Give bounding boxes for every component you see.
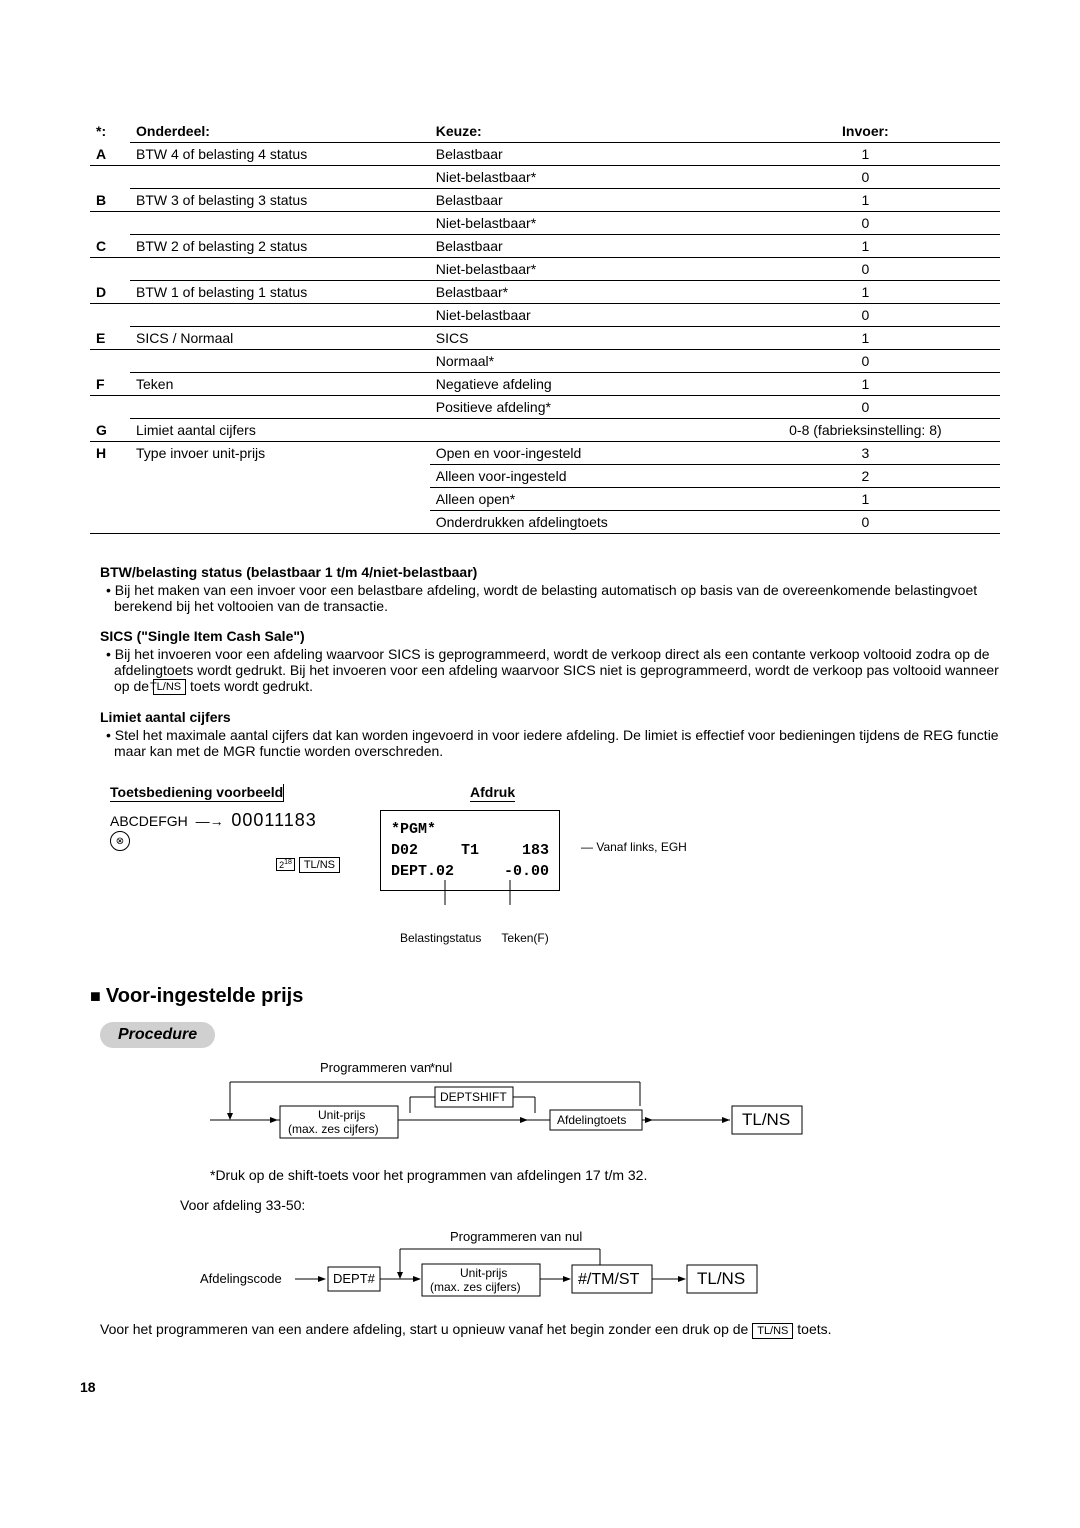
notes-section: BTW/belasting status (belastbaar 1 t/m 4… xyxy=(100,564,1000,759)
voor-afdeling-label: Voor afdeling 33-50: xyxy=(180,1197,1000,1213)
row-keuze: Belastbaar xyxy=(430,143,731,166)
note1-title: BTW/belasting status (belastbaar 1 t/m 4… xyxy=(100,564,1000,580)
row-letter: F xyxy=(90,373,130,396)
annot-teken: Teken(F) xyxy=(501,931,548,945)
svg-text:Afdelingtoets: Afdelingtoets xyxy=(557,1113,626,1127)
receipt-l3b: -0.00 xyxy=(504,861,549,882)
row-onderdeel: BTW 1 of belasting 1 status xyxy=(130,281,430,304)
col-keuze: Keuze: xyxy=(430,120,731,143)
row-invoer: 1 xyxy=(731,488,1000,511)
row-keuze: Belastbaar* xyxy=(430,281,731,304)
settings-table: *: Onderdeel: Keuze: Invoer: A BTW 4 of … xyxy=(90,120,1000,534)
row-invoer: 1 xyxy=(731,373,1000,396)
receipt-l2c: 183 xyxy=(522,840,549,861)
svg-text:DEPT#: DEPT# xyxy=(333,1271,376,1286)
receipt-l3a: DEPT.02 xyxy=(391,861,454,882)
row-invoer: 0 xyxy=(731,396,1000,419)
row-invoer: 0 xyxy=(731,511,1000,534)
flow1-svg: Programmeren van nul * DEPTSHIFT Unit-pr… xyxy=(100,1058,820,1153)
svg-text:Unit-prijs: Unit-prijs xyxy=(318,1108,365,1122)
final-note: Voor het programmeren van een andere afd… xyxy=(100,1321,1000,1338)
svg-text:(max. zes cijfers): (max. zes cijfers) xyxy=(430,1280,521,1294)
row-invoer: 1 xyxy=(731,235,1000,258)
tlns-key: TL/NS xyxy=(153,679,186,695)
row-invoer: 0 xyxy=(731,350,1000,373)
shift-note: *Druk op de shift-toets voor het program… xyxy=(210,1167,1000,1183)
svg-text:Afdelingscode: Afdelingscode xyxy=(200,1271,282,1286)
row-keuze: Belastbaar xyxy=(430,235,731,258)
row-invoer: 1 xyxy=(731,281,1000,304)
row-keuze: Open en voor-ingesteld xyxy=(430,442,731,465)
page-number: 18 xyxy=(80,1379,1000,1395)
row-invoer: 0 xyxy=(731,258,1000,281)
row-onderdeel: BTW 2 of belasting 2 status xyxy=(130,235,430,258)
col-invoer: Invoer: xyxy=(731,120,1000,143)
row-invoer: 1 xyxy=(731,143,1000,166)
annot-right: — Vanaf links, EGH xyxy=(581,839,687,856)
flow-diagram-2: Programmeren van nul Afdelingscode DEPT#… xyxy=(100,1227,1000,1307)
svg-text:TL/NS: TL/NS xyxy=(742,1110,790,1129)
example-letters: ABCDEFGH xyxy=(110,813,188,829)
row-onderdeel: BTW 3 of belasting 3 status xyxy=(130,189,430,212)
svg-text:#/TM/ST: #/TM/ST xyxy=(578,1271,640,1288)
row-letter: C xyxy=(90,235,130,258)
flow-diagram-1: Programmeren van nul * DEPTSHIFT Unit-pr… xyxy=(100,1058,1000,1153)
row-invoer: 0 xyxy=(731,166,1000,189)
note3-title: Limiet aantal cijfers xyxy=(100,709,1000,725)
row-keuze: Negatieve afdeling xyxy=(430,373,731,396)
row-letter: A xyxy=(90,143,130,166)
example-num: 00011183 xyxy=(231,810,316,830)
row-keuze: Niet-belastbaar* xyxy=(430,212,731,235)
row-invoer: 0 xyxy=(731,304,1000,327)
row-keuze: Normaal* xyxy=(430,350,731,373)
section-voor-ingestelde: Voor-ingestelde prijs xyxy=(90,985,1000,1008)
procedure-pill: Procedure xyxy=(100,1022,215,1048)
key-2: 218 xyxy=(276,858,295,871)
svg-text:DEPTSHIFT: DEPTSHIFT xyxy=(440,1090,507,1104)
row-keuze: Belastbaar xyxy=(430,189,731,212)
example-head1: Toetsbediening voorbeeld xyxy=(110,784,284,802)
row-keuze: Niet-belastbaar* xyxy=(430,258,731,281)
row-onderdeel: BTW 4 of belasting 4 status xyxy=(130,143,430,166)
row-keuze: Alleen open* xyxy=(430,488,731,511)
row-invoer: 1 xyxy=(731,327,1000,350)
note2-body: • Bij het invoeren voor een afdeling waa… xyxy=(114,646,1000,695)
row-letter: D xyxy=(90,281,130,304)
receipt-l1: *PGM* xyxy=(391,819,549,840)
col-onderdeel: Onderdeel: xyxy=(130,120,430,143)
row-keuze: Positieve afdeling* xyxy=(430,396,731,419)
row-letter: B xyxy=(90,189,130,212)
svg-text:Programmeren van nul: Programmeren van nul xyxy=(450,1229,582,1244)
svg-text:TL/NS: TL/NS xyxy=(697,1269,745,1288)
row-invoer: 0 xyxy=(731,212,1000,235)
note3-body: • Stel het maximale aantal cijfers dat k… xyxy=(114,727,1000,759)
row-invoer: 3 xyxy=(731,442,1000,465)
annot-belasting: Belastingstatus xyxy=(400,931,481,945)
receipt-l2a: D02 xyxy=(391,840,418,861)
key-tlns: TL/NS xyxy=(299,857,340,873)
row-keuze: Alleen voor-ingesteld xyxy=(430,465,731,488)
row-keuze: SICS xyxy=(430,327,731,350)
row-invoer: 2 xyxy=(731,465,1000,488)
row-keuze: Onderdrukken afdelingtoets xyxy=(430,511,731,534)
row-onderdeel: Teken xyxy=(130,373,430,396)
row-invoer: 0-8 (fabrieksinstelling: 8) xyxy=(731,419,1000,442)
svg-text:(max. zes cijfers): (max. zes cijfers) xyxy=(288,1122,379,1136)
svg-text:Unit-prijs: Unit-prijs xyxy=(460,1266,507,1280)
circle-key-icon: ⊗ xyxy=(110,831,130,851)
svg-text:*: * xyxy=(430,1060,435,1075)
receipt-l2b: T1 xyxy=(461,840,479,861)
row-invoer: 1 xyxy=(731,189,1000,212)
example-head2: Afdruk xyxy=(470,784,515,802)
note2-title: SICS ("Single Item Cash Sale") xyxy=(100,628,1000,644)
note1-body: • Bij het maken van een invoer voor een … xyxy=(114,582,1000,614)
row-keuze: Niet-belastbaar xyxy=(430,304,731,327)
receipt-printout: *PGM* D02 T1 183 DEPT.02 -0.00 — Vanaf l… xyxy=(380,810,560,891)
row-onderdeel: SICS / Normaal xyxy=(130,327,430,350)
tlns-key-2: TL/NS xyxy=(752,1323,793,1339)
row-keuze: Niet-belastbaar* xyxy=(430,166,731,189)
star-label: *: xyxy=(96,123,116,139)
example-section: Toetsbediening voorbeeld Afdruk ABCDEFGH… xyxy=(110,784,1000,945)
row-letter: E xyxy=(90,327,130,350)
